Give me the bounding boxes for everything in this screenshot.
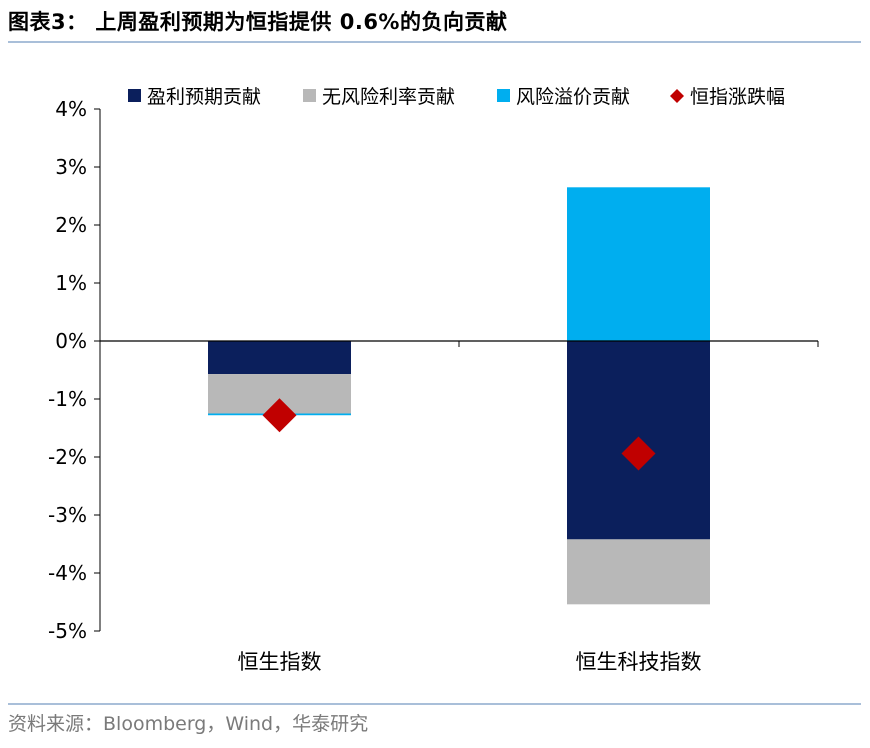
bars	[208, 187, 710, 605]
riskfree-bar	[567, 539, 710, 605]
premium-bar	[567, 187, 710, 341]
y-axis: 4% 3% 2% 1% 0% -1% -2% -3% -4% -5%	[48, 97, 101, 643]
index-change-markers	[262, 398, 656, 471]
y-tick-label: 3%	[55, 155, 87, 179]
y-tick-label: 1%	[55, 271, 87, 295]
y-tick-label: -4%	[48, 561, 87, 585]
y-tick-label: -5%	[48, 619, 87, 643]
x-category-label: 恒生科技指数	[576, 650, 702, 674]
y-tick-label: 4%	[55, 97, 87, 121]
y-tick-label: -3%	[48, 503, 87, 527]
chart-title: 图表3： 上周盈利预期为恒指提供 0.6%的负向贡献	[8, 10, 508, 34]
x-category-label: 恒生指数	[238, 650, 322, 674]
index-change-marker	[621, 436, 656, 471]
legend-riskfree-label: 无风险利率贡献	[322, 86, 455, 108]
y-tick-label: 2%	[55, 213, 87, 237]
title-divider	[8, 41, 861, 43]
legend-earnings-swatch	[128, 89, 141, 102]
source-note: 资料来源：Bloomberg，Wind，华泰研究	[8, 713, 369, 735]
legend-premium-label: 风险溢价贡献	[516, 86, 630, 108]
legend-index-change-swatch	[670, 89, 684, 103]
legend-riskfree-swatch	[303, 89, 316, 102]
stacked-bar-chart: 盈利预期贡献 无风险利率贡献 风险溢价贡献 恒指涨跌幅 4% 3% 2% 1% 0% -1% -2…	[48, 86, 819, 674]
legend-earnings-label: 盈利预期贡献	[147, 86, 261, 108]
earnings-bar	[208, 341, 351, 375]
y-tick-label: 0%	[55, 329, 87, 353]
legend-index-change-label: 恒指涨跌幅	[690, 86, 785, 108]
source-divider	[8, 703, 861, 705]
y-tick-label: -1%	[48, 387, 87, 411]
x-axis: 恒生指数 恒生科技指数	[99, 340, 819, 674]
legend: 盈利预期贡献 无风险利率贡献 风险溢价贡献 恒指涨跌幅	[128, 86, 785, 108]
y-tick-label: -2%	[48, 445, 87, 469]
legend-premium-swatch	[497, 89, 510, 102]
index-change-marker	[262, 398, 297, 433]
